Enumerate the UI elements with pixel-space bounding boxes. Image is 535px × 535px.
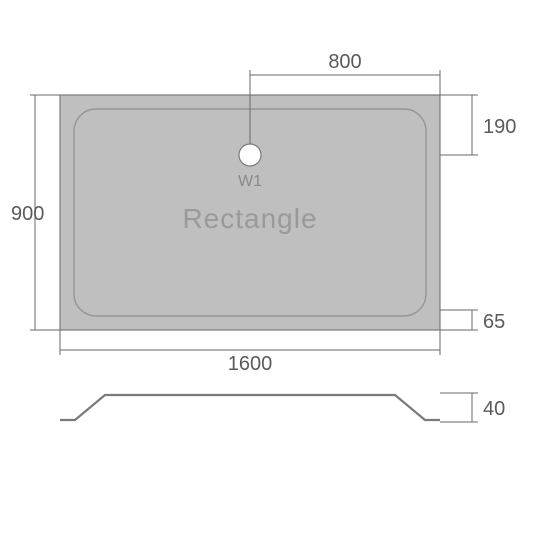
- drain-label: W1: [238, 173, 262, 190]
- product-title: Rectangle: [182, 203, 317, 234]
- technical-diagram: W1 Rectangle 800 190 900 65 1600 40: [0, 0, 535, 535]
- tray-profile: [60, 395, 440, 420]
- diagram-svg: W1 Rectangle 800 190 900 65 1600 40: [0, 0, 535, 535]
- drain-circle: [239, 144, 261, 166]
- dim-190-text: 190: [483, 116, 516, 138]
- dim-1600-text: 1600: [228, 353, 273, 375]
- dim-40-text: 40: [483, 398, 505, 420]
- dim-900-text: 900: [11, 203, 44, 225]
- dim-65-text: 65: [483, 311, 505, 333]
- dim-800-text: 800: [328, 51, 361, 73]
